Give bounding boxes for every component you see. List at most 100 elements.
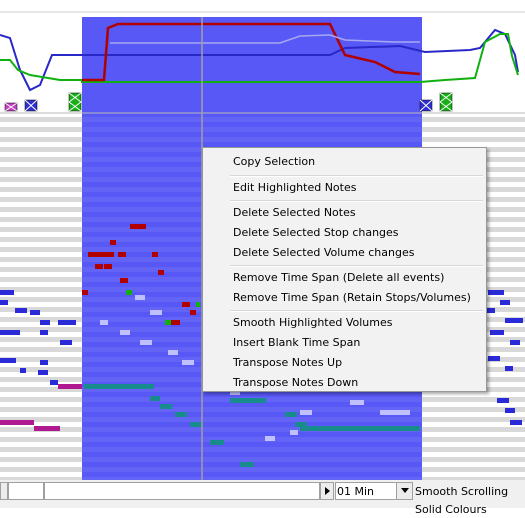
menu-separator xyxy=(230,175,483,177)
note[interactable] xyxy=(150,310,162,315)
note[interactable] xyxy=(505,318,523,323)
note[interactable] xyxy=(100,320,108,325)
note[interactable] xyxy=(110,240,116,245)
position-field[interactable] xyxy=(8,482,44,500)
note[interactable] xyxy=(165,320,171,325)
menu-item-delete-selected-notes[interactable]: Delete Selected Notes xyxy=(233,206,356,219)
note[interactable] xyxy=(84,384,154,389)
note[interactable] xyxy=(0,330,20,335)
scroll-left-button[interactable] xyxy=(0,482,8,500)
note[interactable] xyxy=(488,290,504,295)
note[interactable] xyxy=(130,224,146,229)
solid-colours-checkbox-label[interactable]: Solid Colours xyxy=(415,503,487,516)
note[interactable] xyxy=(58,384,82,389)
note[interactable] xyxy=(485,308,495,313)
note[interactable] xyxy=(505,366,513,371)
note[interactable] xyxy=(150,396,160,401)
horizontal-scrollbar[interactable] xyxy=(44,482,320,500)
stop-marker-magenta-icon[interactable] xyxy=(4,102,18,112)
note[interactable] xyxy=(40,320,50,325)
note[interactable] xyxy=(20,368,26,373)
note[interactable] xyxy=(126,290,132,295)
note[interactable] xyxy=(190,310,196,315)
note[interactable] xyxy=(505,408,515,413)
note[interactable] xyxy=(170,320,180,325)
note[interactable] xyxy=(168,350,178,355)
time-zoom-select[interactable] xyxy=(335,482,413,500)
stop-marker-blue-icon[interactable] xyxy=(24,99,38,112)
note[interactable] xyxy=(152,252,158,257)
menu-item-remove-time-span-retain[interactable]: Remove Time Span (Retain Stops/Volumes) xyxy=(233,291,471,304)
note[interactable] xyxy=(0,358,16,363)
note[interactable] xyxy=(120,330,130,335)
note[interactable] xyxy=(160,404,172,409)
note[interactable] xyxy=(190,422,202,427)
note[interactable] xyxy=(88,252,114,257)
note[interactable] xyxy=(490,330,504,335)
note[interactable] xyxy=(120,278,128,283)
menu-item-delete-volume-changes[interactable]: Delete Selected Volume changes xyxy=(233,246,415,259)
note[interactable] xyxy=(140,340,152,345)
note[interactable] xyxy=(182,360,194,365)
menu-separator xyxy=(230,200,483,202)
menu-item-transpose-down[interactable]: Transpose Notes Down xyxy=(233,376,359,389)
note[interactable] xyxy=(300,410,312,415)
menu-item-insert-blank-time-span[interactable]: Insert Blank Time Span xyxy=(233,336,361,349)
note[interactable] xyxy=(230,398,266,403)
note[interactable] xyxy=(290,430,298,435)
note[interactable] xyxy=(230,390,240,395)
menu-separator xyxy=(230,265,483,267)
menu-item-edit-highlighted-notes[interactable]: Edit Highlighted Notes xyxy=(233,181,357,194)
note[interactable] xyxy=(285,412,297,417)
menu-item-smooth-volumes[interactable]: Smooth Highlighted Volumes xyxy=(233,316,393,329)
note[interactable] xyxy=(104,264,112,269)
note[interactable] xyxy=(350,400,364,405)
note[interactable] xyxy=(510,340,520,345)
note[interactable] xyxy=(196,302,200,307)
note[interactable] xyxy=(40,330,48,335)
selected-note-row xyxy=(82,137,422,142)
note[interactable] xyxy=(500,300,510,305)
menu-item-delete-stop-changes[interactable]: Delete Selected Stop changes xyxy=(233,226,399,239)
note[interactable] xyxy=(15,308,27,313)
note[interactable] xyxy=(135,295,145,300)
note[interactable] xyxy=(118,252,126,257)
note[interactable] xyxy=(95,264,103,269)
note[interactable] xyxy=(380,410,410,415)
note[interactable] xyxy=(175,412,187,417)
note[interactable] xyxy=(82,290,88,295)
note[interactable] xyxy=(38,370,48,375)
menu-item-remove-time-span-delete[interactable]: Remove Time Span (Delete all events) xyxy=(233,271,445,284)
note[interactable] xyxy=(60,340,72,345)
note[interactable] xyxy=(265,436,275,441)
smooth-scrolling-checkbox-label[interactable]: Smooth Scrolling xyxy=(415,485,509,498)
stop-marker-green-icon[interactable] xyxy=(68,92,82,112)
selected-note-row xyxy=(82,467,422,472)
menu-separator xyxy=(230,310,483,312)
note[interactable] xyxy=(300,426,420,431)
note[interactable] xyxy=(497,398,509,403)
note[interactable] xyxy=(240,462,254,467)
note[interactable] xyxy=(488,356,500,361)
scroll-right-button[interactable] xyxy=(320,482,334,500)
note[interactable] xyxy=(58,320,76,325)
note[interactable] xyxy=(158,270,164,275)
note[interactable] xyxy=(34,426,60,431)
note[interactable] xyxy=(182,302,190,307)
note[interactable] xyxy=(210,440,224,445)
note[interactable] xyxy=(30,310,40,315)
menu-item-copy-selection[interactable]: Copy Selection xyxy=(233,155,316,168)
note[interactable] xyxy=(40,360,48,365)
note[interactable] xyxy=(0,290,14,295)
stop-marker-green-icon[interactable] xyxy=(439,92,453,112)
note[interactable] xyxy=(295,422,307,427)
note[interactable] xyxy=(50,380,58,385)
dropdown-button[interactable] xyxy=(396,483,412,499)
selected-note-row xyxy=(82,117,422,122)
stop-curve-green xyxy=(0,33,519,83)
note[interactable] xyxy=(0,300,8,305)
note[interactable] xyxy=(510,420,522,425)
note[interactable] xyxy=(0,420,34,425)
menu-item-transpose-up[interactable]: Transpose Notes Up xyxy=(233,356,343,369)
stop-marker-blue-icon[interactable] xyxy=(419,99,433,112)
